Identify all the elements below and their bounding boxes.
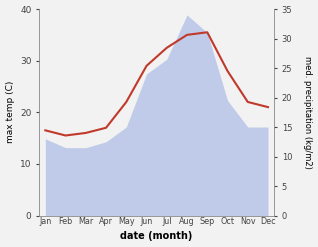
X-axis label: date (month): date (month) [121, 231, 193, 242]
Y-axis label: med. precipitation (kg/m2): med. precipitation (kg/m2) [303, 56, 313, 169]
Y-axis label: max temp (C): max temp (C) [5, 81, 15, 144]
